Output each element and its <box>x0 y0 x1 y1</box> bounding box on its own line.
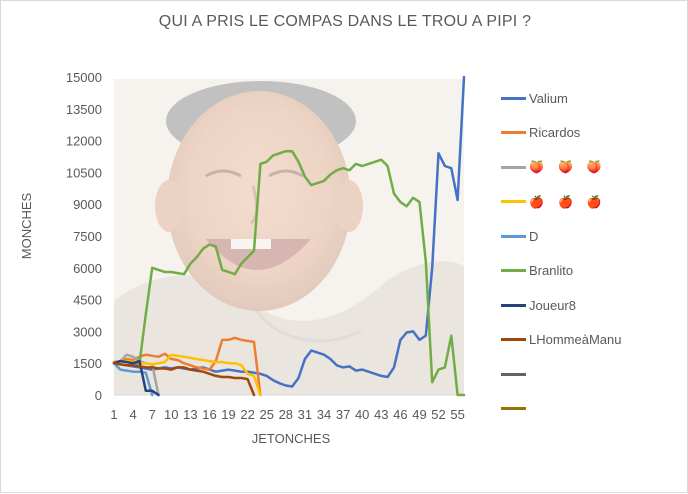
x-tick-label: 7 <box>149 407 156 422</box>
legend-item: 🍑 🍑 🍑 <box>501 150 681 185</box>
x-tick-label: 10 <box>164 407 178 422</box>
peach-icon: 🍑 <box>529 160 544 175</box>
legend-label: Ricardos <box>529 125 581 141</box>
y-tick-label: 1500 <box>73 356 102 371</box>
x-tick-label: 22 <box>240 407 254 422</box>
legend-item: Joueur8 <box>501 288 681 323</box>
x-tick-label: 46 <box>393 407 407 422</box>
y-tick-label: 10500 <box>66 165 102 180</box>
x-axis-label: JETONCHES <box>252 431 331 446</box>
series-line-7 <box>112 361 256 397</box>
legend-item: Valium <box>501 81 681 116</box>
x-tick-label: 13 <box>183 407 197 422</box>
legend-item: Branlito <box>501 254 681 289</box>
legend-swatch <box>501 234 526 238</box>
legend-swatch <box>501 303 526 307</box>
legend-item: LHommeàManu <box>501 323 681 358</box>
legend-label: Branlito <box>529 263 574 279</box>
legend-item: Ricardos <box>501 116 681 151</box>
legend-item: D <box>501 219 681 254</box>
legend-swatch <box>501 96 526 100</box>
legend-label: Joueur8 <box>529 297 576 313</box>
peach-icon: 🍑 <box>557 160 573 175</box>
x-tick-label: 19 <box>221 407 235 422</box>
series-line-6 <box>112 359 160 397</box>
x-tick-label: 28 <box>279 407 293 422</box>
legend-swatch <box>501 372 526 376</box>
legend-label: LHommeàManu <box>529 332 622 348</box>
laughing-man-photo <box>114 79 464 395</box>
x-tick-label: 31 <box>298 407 312 422</box>
x-tick-label: 55 <box>450 407 464 422</box>
legend-label: Valium <box>529 90 568 106</box>
x-tick-label: 4 <box>129 407 136 422</box>
x-tick-label: 40 <box>355 407 369 422</box>
apple-icon: 🍎 <box>529 194 544 209</box>
legend-swatch <box>501 200 526 204</box>
x-tick-label: 43 <box>374 407 388 422</box>
legend-swatch <box>501 407 526 411</box>
y-tick-label: 9000 <box>73 197 102 212</box>
x-tick-label: 37 <box>336 407 350 422</box>
y-tick-label: 12000 <box>66 134 102 149</box>
y-tick-label: 0 <box>95 388 102 403</box>
apple-icon: 🍎 <box>557 194 573 209</box>
y-tick-label: 15000 <box>66 70 102 85</box>
x-tick-label: 1 <box>110 407 117 422</box>
x-tick-label: 34 <box>317 407 331 422</box>
y-tick-label: 13500 <box>66 102 102 117</box>
peach-icon: 🍑 <box>586 160 602 175</box>
chart-title: QUI A PRIS LE COMPAS DANS LE TROU A PIPI… <box>158 13 532 30</box>
x-tick-label: 49 <box>412 407 426 422</box>
legend-item <box>501 392 681 427</box>
y-tick-label: 6000 <box>73 261 102 276</box>
legend-swatch <box>501 165 526 169</box>
series-line-5 <box>112 149 466 397</box>
legend-item <box>501 357 681 392</box>
legend-item: 🍎 🍎 🍎 <box>501 185 681 220</box>
y-tick-label: 4500 <box>73 293 102 308</box>
x-tick-label: 16 <box>202 407 216 422</box>
y-axis-label: MONCHES <box>19 192 34 259</box>
series-line-1 <box>112 336 262 397</box>
x-tick-label: 25 <box>259 407 273 422</box>
chart-legend: Valium Ricardos 🍑 🍑 🍑 🍎 🍎 🍎 D Branlito Joueur8 LHom… <box>501 81 681 426</box>
legend-swatch <box>501 131 526 135</box>
apple-icon: 🍎 <box>586 194 602 209</box>
x-tick-label: 52 <box>431 407 445 422</box>
y-tick-label: 3000 <box>73 324 102 339</box>
series-line-4 <box>112 361 154 397</box>
legend-label: D <box>529 228 539 244</box>
y-tick-label: 7500 <box>73 229 102 244</box>
legend-swatch <box>501 269 526 273</box>
legend-swatch <box>501 338 526 342</box>
